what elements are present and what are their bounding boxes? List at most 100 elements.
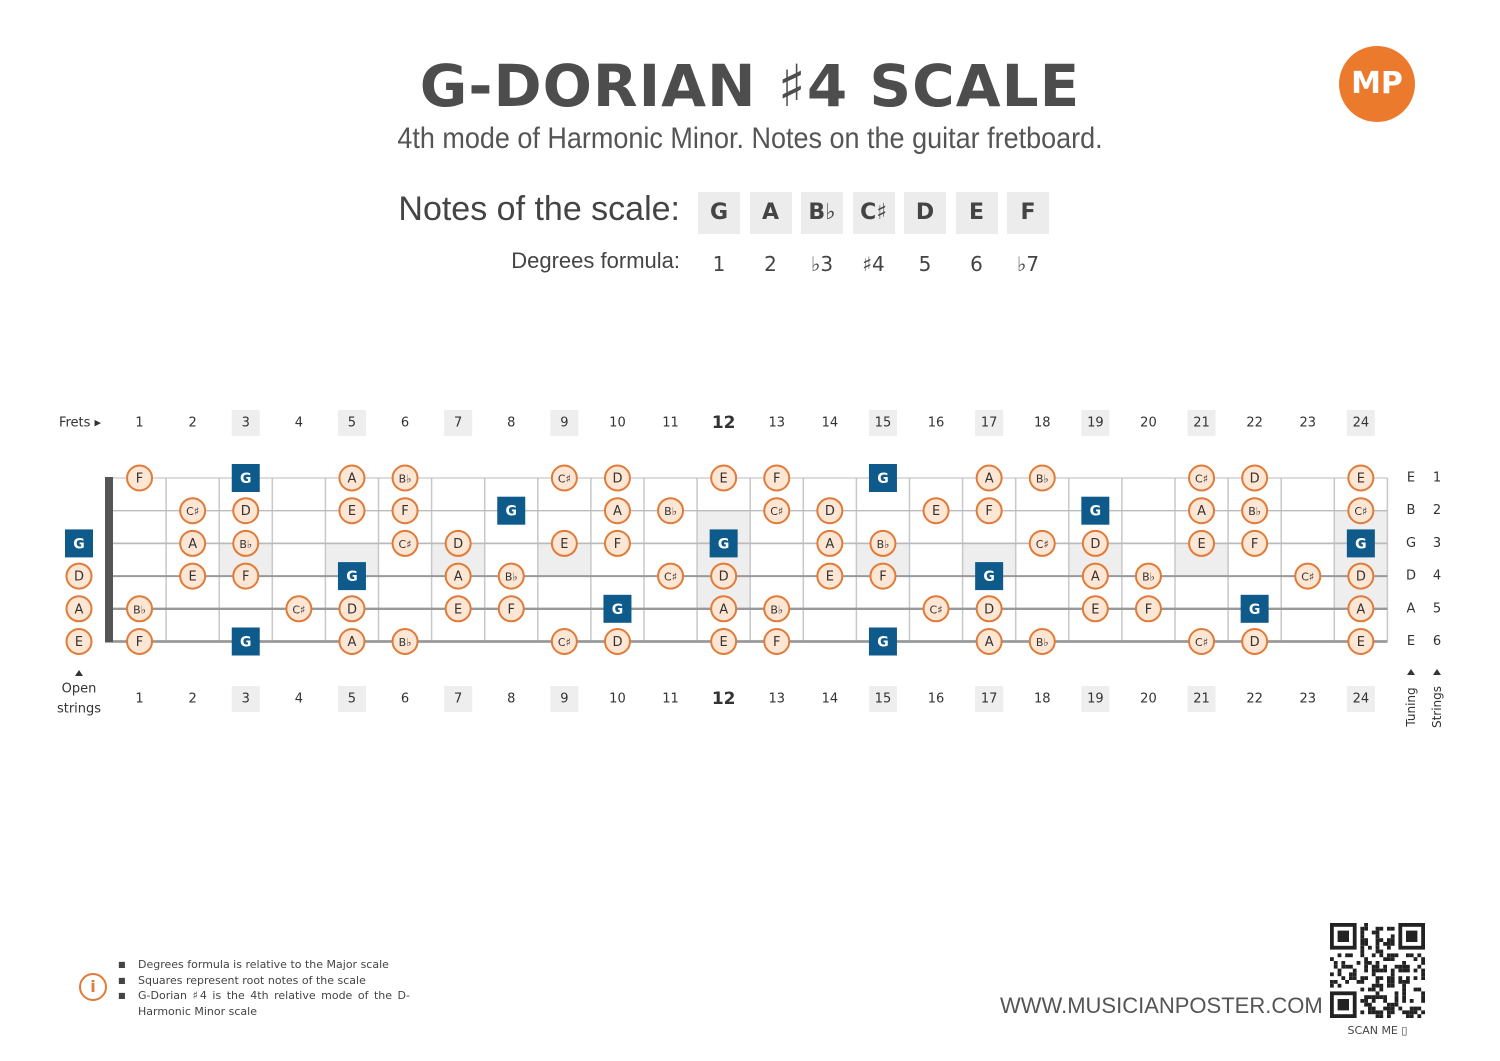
fret-number: 1 bbox=[135, 692, 143, 707]
fret-number: 11 bbox=[662, 692, 679, 707]
note-circle bbox=[232, 497, 260, 525]
note-circle bbox=[710, 628, 738, 655]
fret-number-highlight bbox=[231, 410, 260, 436]
fret-number: 16 bbox=[928, 416, 945, 431]
note-circle bbox=[1347, 562, 1375, 590]
nut bbox=[105, 477, 113, 643]
root-note-square bbox=[1346, 529, 1375, 558]
note-label: B♭ bbox=[1248, 505, 1261, 518]
note-label: A bbox=[347, 472, 356, 487]
note-circle bbox=[763, 464, 791, 492]
fret-number-highlight bbox=[975, 410, 1004, 436]
note-label: A bbox=[1356, 602, 1365, 617]
fret-number: 2 bbox=[189, 416, 197, 431]
note-circle bbox=[922, 595, 950, 623]
note-label: G bbox=[877, 635, 889, 651]
tuning-note: E bbox=[1407, 471, 1415, 486]
note-circle bbox=[444, 529, 472, 557]
note-circle bbox=[710, 595, 738, 623]
note-label: G bbox=[73, 536, 85, 552]
note-label: A bbox=[719, 602, 728, 617]
note-label: D bbox=[241, 504, 251, 519]
note-label: B♭ bbox=[1036, 636, 1049, 649]
note-label: A bbox=[825, 537, 834, 552]
tuning-note: B bbox=[1407, 503, 1416, 518]
note-label: B♭ bbox=[664, 505, 677, 518]
note-circle bbox=[391, 529, 419, 557]
note-label: E bbox=[454, 602, 462, 617]
fret-number: 12 bbox=[712, 413, 736, 433]
note-circle bbox=[763, 628, 791, 655]
fret-number-highlight bbox=[868, 410, 897, 436]
note-label: C♯ bbox=[664, 571, 677, 584]
qr-code[interactable] bbox=[1330, 923, 1425, 1018]
root-note-square bbox=[1240, 594, 1269, 623]
fret-inlay-shade bbox=[1334, 510, 1388, 609]
note-label: B♭ bbox=[399, 636, 412, 649]
note-circle bbox=[710, 464, 738, 492]
fret-number-highlight bbox=[1187, 410, 1216, 436]
string-number: 6 bbox=[1433, 634, 1441, 649]
fret-number: 10 bbox=[609, 692, 626, 707]
fret-number: 3 bbox=[242, 416, 250, 431]
degree-value: 2 bbox=[764, 252, 777, 276]
note-label: B♭ bbox=[505, 571, 518, 584]
degree-value: ♭7 bbox=[1016, 252, 1040, 276]
fret-number: 13 bbox=[768, 692, 785, 707]
scale-note-box: F bbox=[1007, 192, 1049, 234]
note-label: G bbox=[506, 504, 518, 520]
note-circle bbox=[550, 464, 578, 492]
note-label: D bbox=[719, 570, 729, 585]
note-label: A bbox=[985, 472, 994, 487]
note-label: D bbox=[1250, 472, 1260, 487]
note-label: G bbox=[1249, 602, 1261, 618]
frets-label: Frets ▸ bbox=[59, 416, 102, 431]
note-circle bbox=[1188, 464, 1216, 492]
note-label: F bbox=[773, 472, 780, 487]
note-circle bbox=[975, 628, 1003, 655]
note-label: A bbox=[613, 504, 622, 519]
fret-number: 22 bbox=[1246, 416, 1263, 431]
scale-note-box: C♯ bbox=[852, 192, 895, 234]
info-icon: i bbox=[79, 973, 107, 1001]
scale-note-box: B♭ bbox=[801, 192, 843, 234]
note-label: E bbox=[932, 504, 940, 519]
fret-inlay-shade bbox=[697, 510, 751, 609]
note-label: C♯ bbox=[399, 538, 412, 551]
note-circle bbox=[497, 595, 525, 623]
note-circle bbox=[179, 497, 207, 525]
note-label: A bbox=[1197, 504, 1206, 519]
note-label: E bbox=[1091, 602, 1099, 617]
fret-number: 23 bbox=[1299, 416, 1316, 431]
note-circle bbox=[1241, 628, 1269, 655]
fret-number: 13 bbox=[768, 416, 785, 431]
note-label: B♭ bbox=[133, 603, 146, 616]
note-circle bbox=[1241, 529, 1269, 557]
note-circle bbox=[816, 497, 844, 525]
note-circle bbox=[763, 497, 791, 525]
fret-number-highlight bbox=[1346, 410, 1375, 436]
fret-number: 11 bbox=[662, 416, 679, 431]
note-label: C♯ bbox=[1301, 571, 1314, 584]
note-label: F bbox=[985, 504, 992, 519]
note-label: B♭ bbox=[1036, 473, 1049, 486]
fret-number-highlight bbox=[550, 410, 579, 436]
triangle-up-icon bbox=[75, 670, 83, 676]
fret-number: 18 bbox=[1034, 692, 1051, 707]
footnote-item: Degrees formula is relative to the Major… bbox=[118, 957, 410, 973]
page-subtitle: 4th mode of Harmonic Minor. Notes on the… bbox=[397, 122, 1103, 155]
root-note-square bbox=[497, 496, 526, 525]
note-circle bbox=[603, 628, 631, 655]
note-label: D bbox=[347, 602, 357, 617]
note-circle bbox=[126, 464, 154, 492]
note-circle bbox=[1188, 529, 1216, 557]
degree-value: 5 bbox=[918, 252, 932, 276]
fret-number: 17 bbox=[981, 692, 998, 707]
fret-number: 8 bbox=[507, 416, 515, 431]
note-circle bbox=[1081, 529, 1109, 557]
note-circle bbox=[763, 595, 791, 623]
fret-number: 14 bbox=[822, 416, 839, 431]
note-circle bbox=[816, 562, 844, 590]
website-url[interactable]: WWW.MUSICIANPOSTER.COM bbox=[1000, 993, 1323, 1018]
note-label: A bbox=[188, 537, 197, 552]
